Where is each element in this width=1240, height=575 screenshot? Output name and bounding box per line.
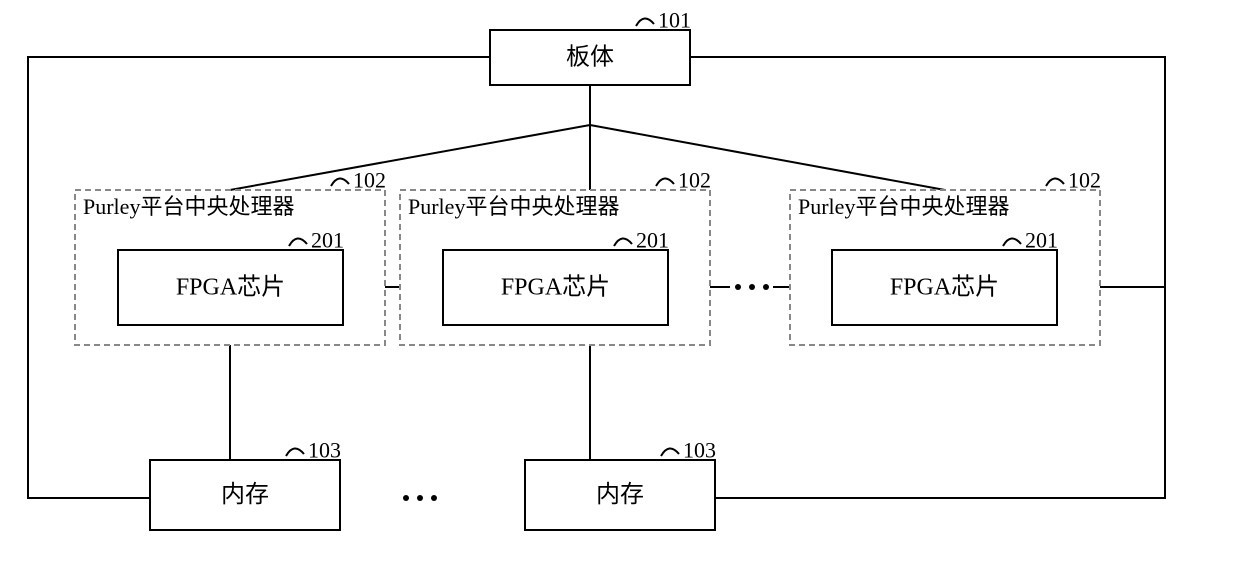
anno-label-fpga3: 201	[1025, 228, 1058, 253]
node-label-board: 板体	[566, 44, 614, 71]
node-header-cpu3: Purley平台中央处理器	[798, 194, 1009, 219]
anno-label-mem2: 103	[683, 438, 716, 463]
anno-label-mem1: 103	[308, 438, 341, 463]
anno-hook-fpga2	[614, 238, 632, 246]
edge-0	[230, 85, 590, 190]
anno-hook-cpu1	[331, 178, 349, 186]
node-label-mem2: 内存	[596, 481, 644, 508]
node-label-mem1: 内存	[221, 481, 269, 508]
ellipsis-0	[735, 284, 769, 290]
anno-label-cpu2: 102	[678, 168, 711, 193]
anno-label-cpu1: 102	[353, 168, 386, 193]
node-header-cpu1: Purley平台中央处理器	[83, 194, 294, 219]
anno-hook-mem2	[661, 448, 679, 456]
node-label-fpga3: FPGA芯片	[890, 274, 999, 301]
anno-label-fpga1: 201	[311, 228, 344, 253]
anno-hook-fpga1	[289, 238, 307, 246]
anno-label-cpu3: 102	[1068, 168, 1101, 193]
anno-hook-cpu2	[656, 178, 674, 186]
architecture-diagram: 板体 Purley平台中央处理器 Purley平台中央处理器 Purley平台中央处理…	[0, 0, 1240, 575]
node-header-cpu2: Purley平台中央处理器	[408, 194, 619, 219]
node-label-fpga1: FPGA芯片	[176, 274, 285, 301]
anno-hook-mem1	[286, 448, 304, 456]
anno-label-fpga2: 201	[636, 228, 669, 253]
node-label-fpga2: FPGA芯片	[501, 274, 610, 301]
ellipsis-1	[403, 495, 437, 501]
edge-2	[590, 85, 945, 190]
anno-hook-fpga3	[1003, 238, 1021, 246]
anno-hook-cpu3	[1046, 178, 1064, 186]
anno-label-board: 101	[658, 8, 691, 33]
anno-hook-board	[636, 18, 654, 26]
